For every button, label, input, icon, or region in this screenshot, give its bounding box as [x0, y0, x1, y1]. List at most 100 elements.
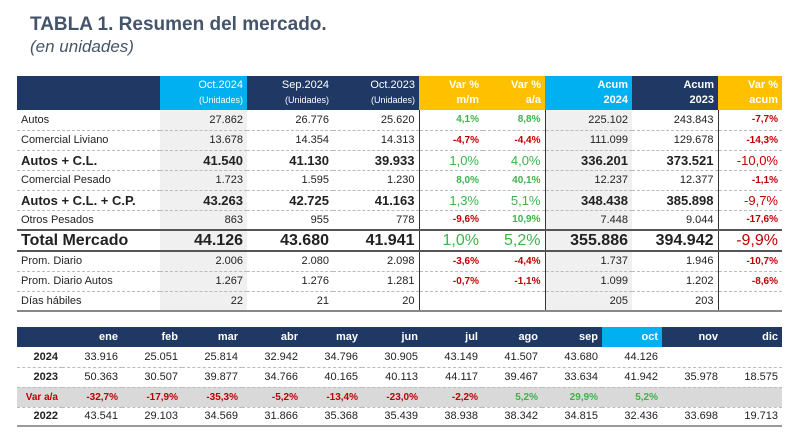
cell: -5,2% [242, 387, 302, 407]
cell: 50.363 [62, 367, 122, 387]
cell: 35.439 [362, 407, 422, 426]
cell: 1.230 [333, 170, 419, 190]
cell: 955 [247, 210, 333, 230]
cell [718, 291, 782, 311]
column-header-main: Var % [748, 79, 778, 91]
row-label: Prom. Diario [17, 251, 160, 271]
cell: 2.098 [333, 251, 419, 271]
cell: 20 [333, 291, 419, 311]
cell: 40,1% [483, 170, 545, 190]
page-subtitle: (en unidades) [30, 37, 134, 57]
cell: 203 [632, 291, 718, 311]
cell: 39.467 [482, 367, 542, 387]
cell: 111.099 [545, 130, 632, 150]
cell: -1,1% [718, 170, 782, 190]
cell: -10,0% [718, 150, 782, 170]
cell [662, 347, 722, 367]
cell: -3,6% [419, 251, 483, 271]
table-row: Total Mercado44.12643.68041.9411,0%5,2%3… [17, 230, 782, 251]
cell: 14.354 [247, 130, 333, 150]
column-header-main: Var % [511, 79, 541, 91]
cell: -9,6% [419, 210, 483, 230]
row-label: Autos [17, 110, 160, 130]
cell: 1.099 [545, 271, 632, 291]
column-header: Var % m/m [419, 76, 483, 110]
cell: 43.149 [422, 347, 482, 367]
month-header: feb [122, 327, 182, 347]
cell: -13,4% [302, 387, 362, 407]
cell: -14,3% [718, 130, 782, 150]
cell: 12.377 [632, 170, 718, 190]
cell: 394.942 [632, 230, 718, 251]
row-label: 2023 [17, 367, 62, 387]
table-row: Otros Pesados863955778-9,6%10,9%7.4489.0… [17, 210, 782, 230]
column-header: Acum 2023 [632, 76, 718, 110]
row-label: Total Mercado [17, 230, 160, 251]
cell: 1.595 [247, 170, 333, 190]
cell: -2,2% [422, 387, 482, 407]
cell: 355.886 [545, 230, 632, 251]
cell: 778 [333, 210, 419, 230]
cell: 385.898 [632, 190, 718, 210]
cell: 30.905 [362, 347, 422, 367]
column-header-sub: m/m [423, 93, 479, 108]
cell: 32.942 [242, 347, 302, 367]
cell: 5,2% [483, 230, 545, 251]
cell: 39.877 [182, 367, 242, 387]
cell: 29,9% [542, 387, 602, 407]
cell: 22 [160, 291, 247, 311]
cell: 30.507 [122, 367, 182, 387]
column-header-main: Var % [449, 79, 479, 91]
column-header: Sep.2024(Unidades) [247, 76, 333, 110]
cell: 43.680 [247, 230, 333, 251]
cell: 4,0% [483, 150, 545, 170]
column-header-main: Acum [597, 79, 628, 91]
cell: 1.281 [333, 271, 419, 291]
column-header-main: Oct.2023 [370, 79, 415, 91]
cell: -9,9% [718, 230, 782, 251]
cell: 8,8% [483, 110, 545, 130]
cell: 39.933 [333, 150, 419, 170]
cell: -1,1% [483, 271, 545, 291]
month-header: jun [362, 327, 422, 347]
column-header-sub: 2023 [636, 93, 714, 108]
cell: 35.368 [302, 407, 362, 426]
cell: -23,0% [362, 387, 422, 407]
cell: -9,7% [718, 190, 782, 210]
cell: 44.117 [422, 367, 482, 387]
cell: -35,3% [182, 387, 242, 407]
row-label: Comercial Liviano [17, 130, 160, 150]
row-label: Autos + C.L. + C.P. [17, 190, 160, 210]
table-row: 202243.54129.10334.56931.86635.36835.439… [17, 407, 782, 426]
cell: 41.507 [482, 347, 542, 367]
cell [419, 291, 483, 311]
table-row: Var a/a-32,7%-17,9%-35,3%-5,2%-13,4%-23,… [17, 387, 782, 407]
cell: 34.766 [242, 367, 302, 387]
cell: -0,7% [419, 271, 483, 291]
column-header-main: Sep.2024 [282, 79, 329, 91]
column-header-sub: 2024 [549, 93, 628, 108]
month-header: nov [662, 327, 722, 347]
cell: 243.843 [632, 110, 718, 130]
table-row: 202350.36330.50739.87734.76640.16540.113… [17, 367, 782, 387]
cell: 40.113 [362, 367, 422, 387]
row-label: Autos + C.L. [17, 150, 160, 170]
column-header-sub: a/a [487, 93, 541, 108]
cell: 44.126 [602, 347, 662, 367]
header-blank [17, 327, 62, 347]
row-label: Var a/a [17, 387, 62, 407]
summary-table: Oct.2024(Unidades)Sep.2024(Unidades)Oct.… [17, 76, 782, 312]
table-row: Días hábiles222120205203 [17, 291, 782, 311]
cell: 44.126 [160, 230, 247, 251]
cell: 348.438 [545, 190, 632, 210]
cell [662, 387, 722, 407]
cell: 25.620 [333, 110, 419, 130]
table-row: Prom. Diario2.0062.0802.098-3,6%-4,4%1.7… [17, 251, 782, 271]
cell: 14.313 [333, 130, 419, 150]
cell: -7,7% [718, 110, 782, 130]
cell: 34.815 [542, 407, 602, 426]
table-row: Comercial Liviano13.67814.35414.313-4,7%… [17, 130, 782, 150]
column-header-main: Acum [683, 79, 714, 91]
cell: 25.051 [122, 347, 182, 367]
row-label: Otros Pesados [17, 210, 160, 230]
